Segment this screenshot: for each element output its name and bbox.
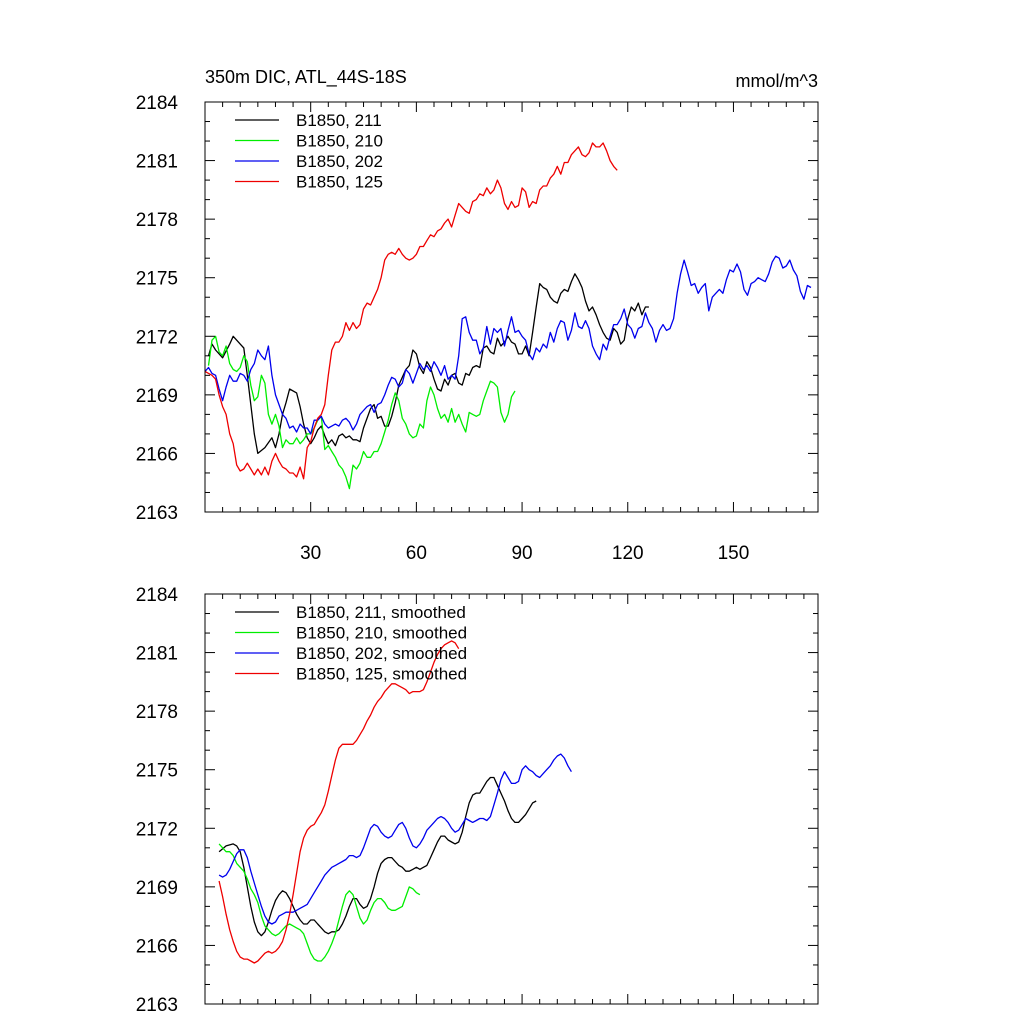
bottom-legend-label-b1850-211-smoothed: B1850, 211, smoothed [296,603,466,622]
top-x-tick-label: 120 [612,543,644,564]
bottom-legend-label-b1850-125-smoothed: B1850, 125, smoothed [296,665,467,684]
top-x-tick-label: 30 [300,543,321,564]
top-y-tick-label: 2169 [136,386,178,407]
bottom-y-tick-label: 2169 [136,878,178,899]
top-legend-label-b1850-210: B1850, 210 [296,132,383,151]
chart-title: 350m DIC, ATL_44S-18S [205,67,407,88]
bottom-y-tick-label: 2184 [136,585,179,606]
top-legend-label-b1850-211: B1850, 211 [296,111,382,130]
top-legend-label-b1850-125: B1850, 125 [296,173,383,192]
top-series-line-b1850-125 [204,142,618,480]
top-x-tick-label: 150 [718,543,750,564]
bottom-series-line-b1850-202-smoothed [218,753,572,925]
top-y-tick-label: 2163 [136,503,178,524]
bottom-y-tick-label: 2163 [136,995,178,1016]
top-y-tick-label: 2184 [136,93,179,114]
top-series-line-b1850-210 [207,335,516,490]
bottom-series-line-b1850-211-smoothed [218,776,537,937]
top-y-tick-label: 2181 [136,152,178,173]
top-y-tick-label: 2172 [136,327,178,348]
bottom-series-line-b1850-210-smoothed [218,843,421,962]
bottom-legend-label-b1850-202-smoothed: B1850, 202, smoothed [296,644,467,663]
top-legend-label-b1850-202: B1850, 202 [296,152,383,171]
bottom-y-tick-label: 2166 [136,936,178,957]
top-series-line-b1850-202 [204,255,812,435]
bottom-legend-label-b1850-210-smoothed: B1850, 210, smoothed [296,624,467,643]
top-y-tick-label: 2178 [136,210,178,231]
top-y-tick-label: 2175 [136,269,178,290]
bottom-legend: B1850, 211, smoothed B1850, 210, smoothed… [235,603,467,684]
top-x-tick-label: 90 [511,543,532,564]
bottom-y-tick-label: 2172 [136,819,178,840]
bottom-y-tick-label: 2178 [136,702,178,723]
top-y-tick-label: 2166 [136,444,178,465]
bottom-panel-smoothed: 2163 2166 2169 2172 2175 2178 2181 2184 B1850, 2… [136,585,819,1016]
bottom-y-tick-label: 2181 [136,644,178,665]
bottom-y-tick-label: 2175 [136,761,178,782]
units-label: mmol/m^3 [736,71,818,91]
top-plot-frame [204,101,819,513]
top-series-line-b1850-211 [207,273,649,455]
bottom-series-line-b1850-125-smoothed [218,640,460,964]
top-x-tick-label: 60 [406,543,427,564]
bottom-plot-frame [204,593,819,1005]
top-panel-raw: 2163 2166 2169 2172 2175 2178 2181 2184 30 60 90 12… [136,93,819,564]
